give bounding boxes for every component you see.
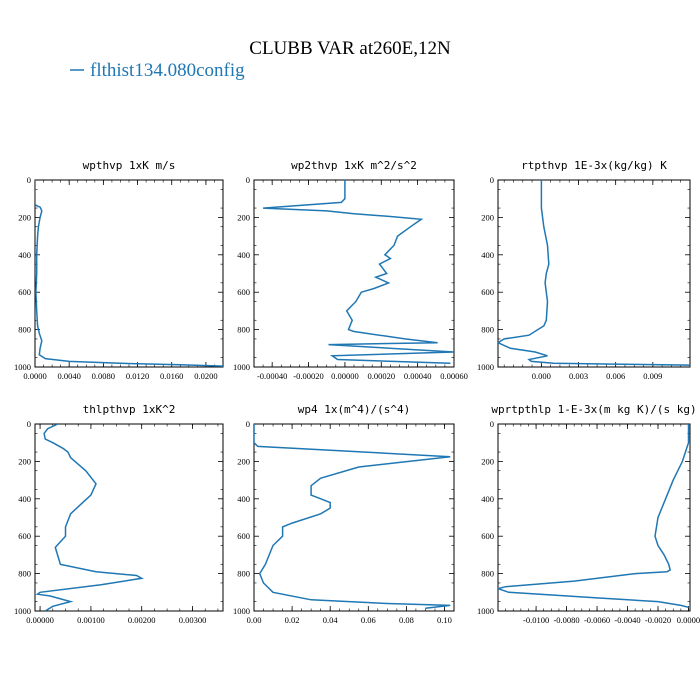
y-tick-label: 0 <box>246 419 250 429</box>
y-tick-label: 400 <box>237 494 250 504</box>
y-tick-label: 800 <box>481 325 494 335</box>
y-tick-label: 400 <box>237 250 250 260</box>
panel-3: rtpthvp 1E-3x(kg/kg) K 0.000 0.003 0.006 0.0… <box>477 159 691 381</box>
panel-frame <box>34 179 224 368</box>
x-tick-label: 0.0000 <box>677 615 700 625</box>
series-line <box>498 424 690 609</box>
panel-title: rtpthvp 1E-3x(kg/kg) K <box>521 159 667 172</box>
y-tick-label: 400 <box>18 494 31 504</box>
y-tick-label: 400 <box>481 250 494 260</box>
y-tick-label: 600 <box>481 287 494 297</box>
y-tick-label: 800 <box>237 569 250 579</box>
x-tick-label: 0.00000 <box>26 615 54 625</box>
legend: flthist134.080config <box>70 60 245 81</box>
figure-title: CLUBB VAR at260E,12N <box>249 38 451 59</box>
x-tick-label: 0.06 <box>361 615 376 625</box>
series-line <box>263 180 454 365</box>
x-tick-label: 0.04 <box>323 615 339 625</box>
series-line <box>498 180 690 366</box>
panel-frame <box>497 423 691 612</box>
panel-frame <box>253 423 455 612</box>
y-tick-label: 200 <box>18 212 31 222</box>
y-tick-label: 1000 <box>14 606 31 616</box>
x-tick-label: 0.00100 <box>77 615 105 625</box>
panel-title: thlpthvp 1xK^2 <box>83 403 176 416</box>
y-tick-label: 600 <box>481 531 494 541</box>
y-tick-label: 200 <box>237 456 250 466</box>
x-tick-label: 0.006 <box>606 371 625 381</box>
legend-label: flthist134.080config <box>90 60 245 81</box>
x-tick-label: 0.00040 <box>404 371 432 381</box>
y-tick-label: 0 <box>490 175 494 185</box>
x-tick-label: 0.0200 <box>194 371 217 381</box>
x-tick-label: 0.0080 <box>92 371 115 381</box>
panel-6: wprtpthlp 1-E-3x(m kg K)/(s kg) -0.0100 -0… <box>477 403 700 625</box>
y-tick-label: 0 <box>490 419 494 429</box>
x-tick-label: -0.0080 <box>553 615 579 625</box>
x-tick-label: 0.0160 <box>160 371 183 381</box>
y-tick-label: 1000 <box>233 606 250 616</box>
y-tick-label: 800 <box>237 325 250 335</box>
x-tick-label: -0.0100 <box>523 615 549 625</box>
y-tick-label: 800 <box>18 569 31 579</box>
panel-4: thlpthvp 1xK^2 0.00000 0.00100 0.00200 0.003… <box>14 403 224 625</box>
x-tick-label: 0.00 <box>247 615 262 625</box>
y-tick-label: 200 <box>481 456 494 466</box>
y-tick-label: 0 <box>27 419 31 429</box>
y-tick-label: 800 <box>18 325 31 335</box>
x-tick-label: 0.009 <box>643 371 662 381</box>
y-tick-label: 1000 <box>477 606 494 616</box>
x-tick-label: 0.000 <box>532 371 551 381</box>
y-tick-label: 0 <box>27 175 31 185</box>
y-tick-label: 0 <box>246 175 250 185</box>
panel-title: wp4 1x(m^4)/(s^4) <box>298 403 411 416</box>
x-tick-label: 0.003 <box>569 371 588 381</box>
panel-title: wprtpthlp 1-E-3x(m kg K)/(s kg) <box>491 403 696 416</box>
x-tick-label: 0.0040 <box>57 371 80 381</box>
panel-5: wp4 1x(m^4)/(s^4) 0.00 0.02 0.04 0.06 0.08 0.1… <box>233 403 455 625</box>
series-line <box>35 180 223 367</box>
y-tick-label: 1000 <box>477 362 494 372</box>
panel-1: wpthvp 1xK m/s 0.0000 0.0040 0.0080 0.0120 0.… <box>14 159 224 381</box>
y-tick-label: 400 <box>481 494 494 504</box>
x-tick-label: -0.0040 <box>614 615 640 625</box>
panel-title: wpthvp 1xK m/s <box>83 159 176 172</box>
x-tick-label: 0.00300 <box>179 615 207 625</box>
series-line <box>254 424 451 609</box>
y-tick-label: 1000 <box>14 362 31 372</box>
x-tick-label: 0.0120 <box>126 371 149 381</box>
y-tick-label: 200 <box>18 456 31 466</box>
y-tick-label: 600 <box>18 531 31 541</box>
x-tick-label: 0.00060 <box>440 371 468 381</box>
y-tick-label: 400 <box>18 250 31 260</box>
x-tick-label: 0.02 <box>285 615 300 625</box>
x-tick-label: 0.00000 <box>331 371 359 381</box>
panel-2: wp2thvp 1xK m^2/s^2 -0.00040 -0.00020 0.000… <box>233 159 468 381</box>
y-tick-label: 600 <box>237 287 250 297</box>
y-tick-label: 600 <box>237 531 250 541</box>
x-tick-label: -0.00020 <box>293 371 323 381</box>
y-tick-label: 800 <box>481 569 494 579</box>
x-tick-label: 0.00200 <box>128 615 156 625</box>
panel-frame <box>34 423 224 612</box>
y-tick-label: 200 <box>481 212 494 222</box>
x-tick-label: 0.00020 <box>367 371 395 381</box>
y-tick-label: 200 <box>237 212 250 222</box>
y-tick-label: 600 <box>18 287 31 297</box>
x-tick-label: -0.00040 <box>257 371 287 381</box>
panel-title: wp2thvp 1xK m^2/s^2 <box>291 159 417 172</box>
x-tick-label: -0.0020 <box>645 615 671 625</box>
series-line <box>35 424 144 611</box>
panel-frame <box>497 179 691 368</box>
y-tick-label: 1000 <box>233 362 250 372</box>
panel-frame <box>253 179 455 368</box>
x-tick-label: -0.0060 <box>584 615 610 625</box>
x-tick-label: 0.08 <box>399 615 414 625</box>
panels: wpthvp 1xK m/s0.0000 0.0040 0.0080 0.0120 0.… <box>14 159 700 625</box>
x-tick-label: 0.0000 <box>23 371 46 381</box>
x-tick-label: 0.10 <box>437 615 452 625</box>
